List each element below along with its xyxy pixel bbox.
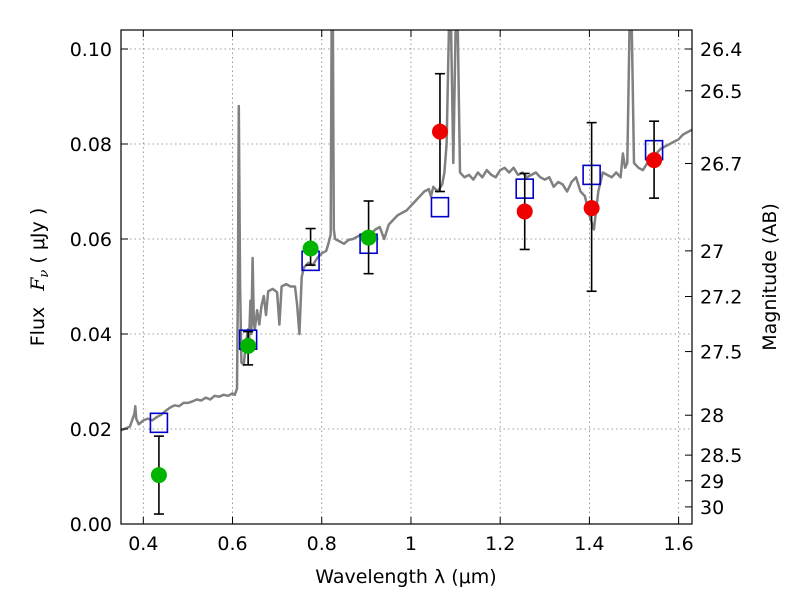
y-tick-label: 0.02 xyxy=(70,419,112,441)
x-axis-title: Wavelength λ (μm) xyxy=(315,566,496,588)
observed-point-red xyxy=(646,152,663,169)
model-flux-square xyxy=(430,196,450,218)
observed-point-red xyxy=(583,200,600,217)
plot-frame xyxy=(120,29,693,525)
y-tick-label: 0.10 xyxy=(70,39,112,61)
magnitude-tick-label: 27.2 xyxy=(700,286,742,308)
model-flux-square xyxy=(149,412,169,434)
observed-points xyxy=(150,123,663,484)
observed-point-green xyxy=(302,240,319,257)
x-tick-label: 1.2 xyxy=(485,533,515,555)
x-tick-label: 1.6 xyxy=(664,533,694,555)
x-tick-label: 0.8 xyxy=(307,533,337,555)
magnitude-axis-title: Magnitude (AB) xyxy=(759,203,781,351)
observed-point-red xyxy=(516,203,533,220)
magnitude-tick-label: 26.4 xyxy=(700,39,742,61)
magnitude-tick-label: 26.7 xyxy=(700,153,742,175)
observed-point-green xyxy=(240,337,257,354)
magnitude-tick-label: 26.5 xyxy=(700,81,742,103)
magnitude-tick-label: 30 xyxy=(700,497,724,519)
x-tick-label: 1 xyxy=(405,533,417,555)
x-axis-ticks: 0.4 0.6 0.8 1 1.2 1.4 1.6 xyxy=(128,30,694,555)
y-tick-label: 0.08 xyxy=(70,134,112,156)
y-tick-label: 0.00 xyxy=(70,514,112,536)
observed-point-red xyxy=(431,123,448,140)
magnitude-tick-label: 29 xyxy=(700,471,724,493)
y-axis-title: FluxFν ( μJy ) xyxy=(27,208,52,347)
observed-point-green xyxy=(150,467,167,484)
x-tick-label: 0.4 xyxy=(128,533,158,555)
y-axis-ticks: 0.00 0.02 0.04 0.06 0.08 0.10 xyxy=(70,39,128,536)
magnitude-tick-label: 28.5 xyxy=(700,445,742,467)
magnitude-tick-label: 27 xyxy=(700,241,724,263)
observed-point-green xyxy=(360,229,377,246)
x-tick-label: 1.4 xyxy=(574,533,604,555)
magnitude-tick-label: 27.5 xyxy=(700,342,742,364)
y-tick-label: 0.06 xyxy=(70,229,112,251)
plot-area xyxy=(121,30,692,515)
magnitude-tick-label: 28 xyxy=(700,405,724,427)
x-tick-label: 0.6 xyxy=(217,533,247,555)
y-tick-label: 0.04 xyxy=(70,324,112,346)
magnitude-axis-ticks: 26.4 26.5 26.7 27 27.2 27.5 28 28.5 29 30 xyxy=(685,39,742,519)
